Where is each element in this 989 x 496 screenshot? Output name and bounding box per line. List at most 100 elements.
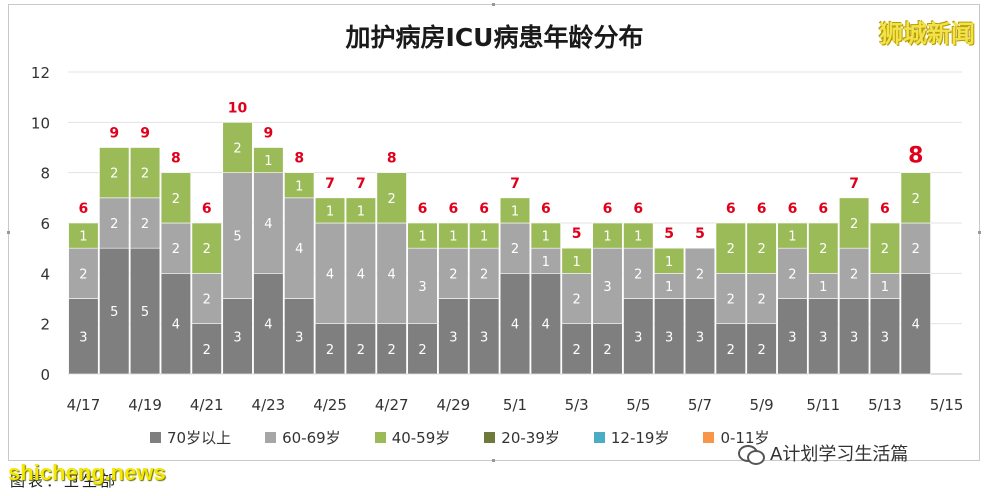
x-tick-label: 4/19 [128, 396, 162, 414]
bar-segment-label: 1 [788, 230, 796, 245]
bar-segment-label: 3 [603, 280, 611, 295]
bar-segment-label: 2 [141, 217, 149, 232]
x-tick-label: 4/21 [190, 396, 224, 414]
bar-total-label: 6 [479, 201, 489, 217]
x-tick-label: 5/1 [503, 396, 527, 414]
legend-label: 12-19岁 [610, 428, 670, 447]
bar-segment-label: 1 [881, 280, 889, 295]
x-tick-label: 5/9 [750, 396, 774, 414]
bar-segment-label: 2 [727, 242, 735, 257]
bar-segment [129, 247, 161, 375]
bar-segment [284, 172, 315, 199]
bar-total-label: 10 [228, 100, 248, 116]
bar-segment-label: 2 [110, 167, 118, 182]
y-tick-label: 6 [40, 215, 50, 233]
bar-segment [654, 298, 685, 375]
bar-segment-label: 2 [573, 293, 581, 308]
legend-swatch [374, 431, 386, 443]
bar-segment [438, 298, 469, 375]
bar-segment-label: 2 [573, 343, 581, 358]
bar-segment-label: 3 [418, 280, 426, 295]
bar-segment [715, 273, 746, 324]
bar-segment-label: 1 [665, 280, 673, 295]
bar-segment-label: 3 [850, 330, 858, 345]
bar-segment-label: 2 [912, 192, 920, 207]
bar-segment [808, 298, 839, 375]
bar-segment [530, 247, 561, 274]
bar-segment-label: 2 [788, 267, 796, 282]
bar-segment [623, 298, 654, 375]
bar-segment [746, 323, 777, 375]
bar-segment-label: 5 [141, 305, 149, 320]
bar-segment [314, 222, 346, 324]
bar-segment [222, 122, 253, 173]
bar-segment-label: 3 [819, 330, 827, 345]
y-tick-label: 4 [40, 265, 50, 283]
legend-swatch [265, 431, 277, 443]
bar-segment-label: 1 [634, 230, 642, 245]
chart-legend: 70岁以上 60-69岁 40-59岁 20-39岁 12-19岁 0-11岁 [150, 426, 770, 448]
x-tick-label: 4/23 [252, 396, 286, 414]
chart-title: 加护病房ICU病患年龄分布 [345, 23, 644, 52]
legend-swatch [484, 431, 496, 443]
bar-segment-label: 1 [573, 255, 581, 270]
bar-segment-label: 2 [388, 192, 396, 207]
bar-segment [99, 147, 130, 199]
bar-segment [438, 222, 469, 249]
bar-segment-label: 2 [388, 343, 396, 358]
bar-segment [623, 247, 654, 299]
bar-segment [839, 298, 870, 375]
bar-total-label: 6 [880, 201, 890, 217]
bar-segment-label: 3 [665, 330, 673, 345]
bar-segment [469, 222, 500, 249]
bar-segment-label: 2 [79, 267, 87, 282]
bar-segment-label: 5 [110, 305, 118, 320]
bar-segment-label: 4 [172, 318, 180, 333]
bar-segment [777, 222, 808, 249]
x-tick-label: 4/29 [437, 396, 471, 414]
bar-segment [684, 298, 716, 375]
bar-segment-label: 3 [696, 330, 704, 345]
y-tick-label: 10 [31, 114, 50, 132]
bar-segment-label: 2 [757, 242, 765, 257]
x-tick-label: 4/17 [67, 396, 101, 414]
bar-segment [376, 222, 407, 324]
bar-segment-label: 1 [326, 204, 334, 219]
bar-segment [68, 298, 99, 375]
bar-total-label: 7 [510, 176, 520, 192]
bar-segment-label: 2 [418, 343, 426, 358]
legend-item: 60-69岁 [265, 427, 341, 448]
bar-segment [499, 273, 531, 375]
bar-segment [160, 172, 191, 224]
bar-segment-label: 3 [480, 330, 488, 345]
bar-total-label: 6 [541, 201, 551, 217]
bar-segment-label: 1 [264, 154, 272, 169]
bar-segment [900, 273, 931, 375]
bar-segment [592, 222, 623, 249]
legend-label: 40-59岁 [391, 428, 451, 447]
bar-segment-label: 2 [511, 242, 519, 257]
bar-segment [438, 247, 469, 299]
bar-total-label: 8 [294, 151, 304, 167]
bar-total-label: 6 [603, 201, 613, 217]
bar-total-label: 6 [726, 201, 736, 217]
bar-segment [715, 222, 746, 274]
watermark-account-label: A计划学习生活篇 [770, 444, 909, 465]
bar-segment-label: 2 [449, 267, 457, 282]
bar-total-label: 5 [664, 226, 674, 242]
x-tick-label: 5/13 [868, 396, 902, 414]
bar-segment [160, 273, 191, 375]
chart-caption: 图表：卫生部 [10, 472, 119, 490]
bar-segment-label: 2 [757, 293, 765, 308]
bar-segment [314, 197, 346, 224]
bar-segment [900, 222, 931, 274]
bar-segment [808, 222, 839, 274]
bar-segment-label: 2 [172, 192, 180, 207]
bar-total-label: 5 [695, 226, 705, 242]
bar-segment-label: 1 [357, 204, 365, 219]
bar-segment [68, 222, 99, 249]
bar-segment-label: 2 [203, 293, 211, 308]
bar-segment [869, 273, 901, 299]
bar-segment-label: 1 [603, 230, 611, 245]
bar-segment [469, 298, 500, 375]
